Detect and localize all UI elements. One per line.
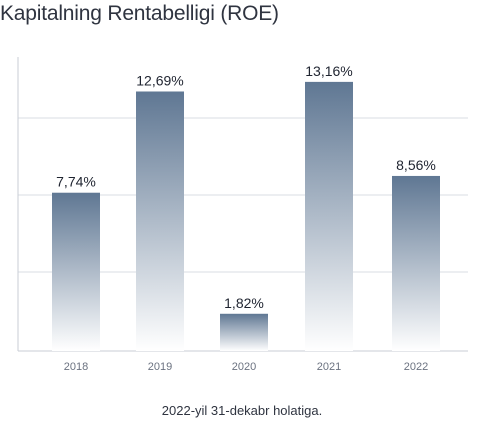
value-labels: 7,74% 12,69% 1,82% 13,16% 8,56% xyxy=(56,63,436,311)
x-tick-labels: 2018 2019 2020 2021 2022 xyxy=(64,361,428,373)
bar-2022 xyxy=(392,175,440,351)
bar-2021 xyxy=(305,81,353,352)
chart-title: Kapitalning Rentabelligi (ROE) xyxy=(0,2,279,25)
chart-caption: 2022-yil 31-dekabr holatiga. xyxy=(161,403,323,418)
x-tick-2018: 2018 xyxy=(64,361,88,373)
value-label-2021: 13,16% xyxy=(305,63,352,79)
bars xyxy=(52,81,440,352)
value-label-2020: 1,82% xyxy=(224,295,264,311)
bar-2020 xyxy=(220,313,268,351)
value-label-2019: 12,69% xyxy=(136,72,183,88)
value-label-2018: 7,74% xyxy=(56,174,96,190)
bar-2019 xyxy=(136,91,184,351)
x-tick-2019: 2019 xyxy=(148,361,172,373)
x-tick-2021: 2021 xyxy=(317,361,341,373)
x-tick-2022: 2022 xyxy=(404,361,428,373)
bar-2018 xyxy=(52,192,100,351)
value-label-2022: 8,56% xyxy=(396,157,436,173)
x-tick-2020: 2020 xyxy=(232,361,256,373)
